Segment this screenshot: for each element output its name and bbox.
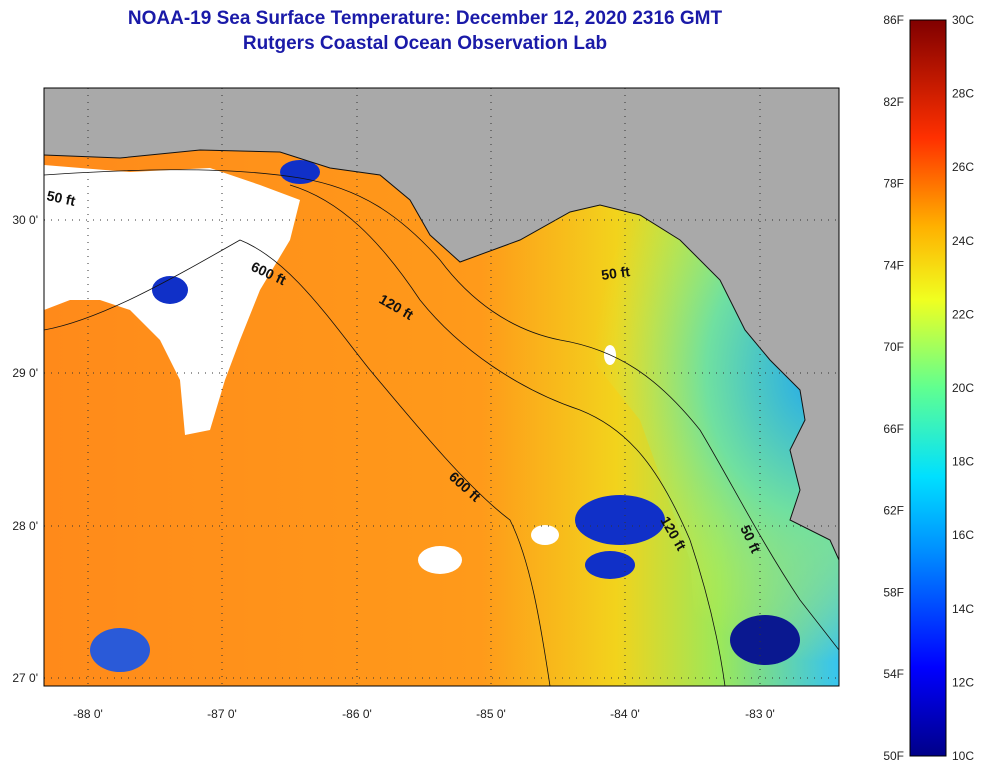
- colorbar-celsius-scale: 30C 28C 26C 24C 22C 20C 18C 16C 14C 12C 10C: [952, 13, 974, 763]
- colorbar-fahrenheit-label: 78F: [883, 177, 904, 191]
- longitude-label: -83 0': [745, 707, 775, 721]
- contour-label: 50 ft: [45, 187, 77, 209]
- cold-water-patch: [152, 276, 188, 304]
- longitude-label: -86 0': [342, 707, 372, 721]
- coastline: [44, 149, 839, 561]
- colorbar-fahrenheit-scale: 86F 82F 78F 74F 70F 66F 62F 58F 54F 50F: [883, 13, 904, 763]
- map-subtitle: Rutgers Coastal Ocean Observation Lab: [242, 33, 608, 54]
- colorbar-celsius-label: 30C: [952, 13, 974, 27]
- longitude-label: -87 0': [207, 707, 237, 721]
- map-canvas: [44, 88, 839, 686]
- colorbar-celsius-label: 10C: [952, 749, 974, 763]
- cold-water-patch: [585, 551, 635, 579]
- latitude-label: 28 0': [12, 519, 38, 533]
- latitude-label: 30 0': [12, 213, 38, 227]
- cool-shelf-water: [460, 205, 839, 686]
- depth-contour-50ft: [44, 169, 839, 651]
- colorbar-fahrenheit-label: 82F: [883, 95, 904, 109]
- cloud-mask: [531, 525, 559, 545]
- colorbar-celsius-label: 24C: [952, 234, 974, 248]
- colorbar-celsius-label: 26C: [952, 160, 974, 174]
- cloud-mask: [418, 546, 462, 574]
- colorbar-fahrenheit-label: 66F: [883, 422, 904, 436]
- colorbar: [909, 19, 947, 757]
- colorbar-fahrenheit-label: 58F: [883, 585, 904, 599]
- colorbar-fahrenheit-label: 74F: [883, 258, 904, 272]
- cold-water-patch: [280, 160, 320, 184]
- colorbar-celsius-label: 14C: [952, 602, 974, 616]
- colorbar-fahrenheit-label: 86F: [883, 13, 904, 27]
- latitude-label: 29 0': [12, 366, 38, 380]
- cold-water-patch: [575, 495, 665, 545]
- longitude-label: -84 0': [610, 707, 640, 721]
- colorbar-celsius-label: 22C: [952, 307, 974, 321]
- colorbar-fahrenheit-label: 54F: [883, 667, 904, 681]
- colorbar-fahrenheit-label: 70F: [883, 340, 904, 354]
- colorbar-celsius-label: 12C: [952, 675, 974, 689]
- map-title: NOAA-19 Sea Surface Temperature: Decembe…: [127, 8, 723, 29]
- cold-water-patch: [90, 628, 150, 672]
- colorbar-celsius-label: 16C: [952, 528, 974, 542]
- longitude-label: -88 0': [73, 707, 103, 721]
- colorbar-celsius-label: 20C: [952, 381, 974, 395]
- map-frame: [43, 87, 840, 687]
- colorbar-celsius-label: 18C: [952, 455, 974, 469]
- contour-label: 50 ft: [600, 263, 631, 283]
- cold-water-patch: [730, 615, 800, 665]
- depth-contour-600ft: [44, 239, 551, 686]
- depth-contour-120ft: [289, 184, 726, 686]
- colorbar-fahrenheit-label: 50F: [883, 749, 904, 763]
- colorbar-celsius-label: 28C: [952, 87, 974, 101]
- colorbar-fahrenheit-label: 62F: [883, 504, 904, 518]
- longitude-label: -85 0': [476, 707, 506, 721]
- latitude-label: 27 0': [12, 671, 38, 685]
